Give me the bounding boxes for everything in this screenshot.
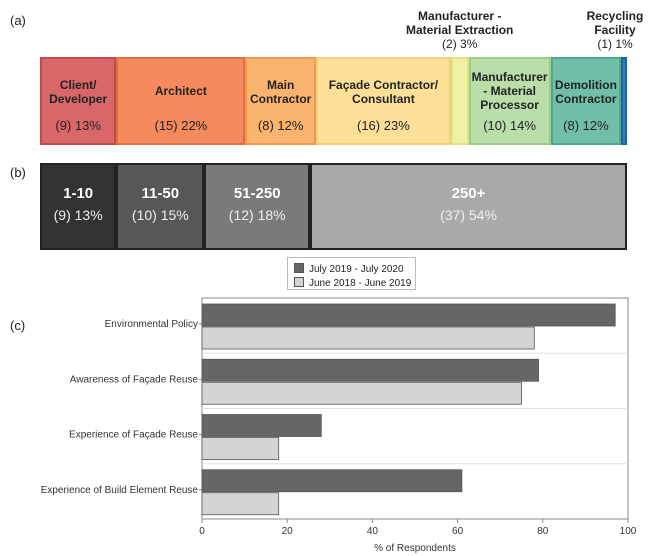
- panel-a-segment-name: Architect: [154, 84, 207, 98]
- legend-swatch-series-2: [294, 277, 304, 287]
- legend-item-series-2: June 2018 - June 2019: [294, 277, 411, 289]
- panel-a-segment-demolition-contractor: Demolition Contractor (8) 12%: [550, 57, 622, 145]
- panel-b-segment-value: (12) 18%: [228, 207, 286, 223]
- legend-swatch-series-1: [294, 263, 304, 273]
- bar-experience-of-fa-ade-reuse-series-1: [201, 414, 322, 437]
- chart-legend: July 2019 - July 2020 June 2018 - June 2…: [287, 257, 416, 290]
- legend-item-series-1: July 2019 - July 2020: [294, 263, 404, 275]
- panel-a-segment-value: (10) 14%: [483, 118, 536, 133]
- x-tick-label: 60: [452, 526, 464, 537]
- panel-a-segment-fa-ade-contractor-consultant: Façade Contractor/Consultant (16) 23%: [315, 57, 451, 145]
- panel-a-segment-name: Demolition Contractor: [554, 78, 617, 106]
- above-label-value: (1) 1%: [597, 37, 633, 51]
- panel-a-segment-manufacturer-material-processor: Manufacturer - Material Processor (10) 14%: [468, 57, 551, 145]
- panel-b-segment-1-10: 1-10 (9) 13%: [40, 163, 117, 250]
- x-tick-label: 0: [199, 526, 205, 537]
- above-label-name: Manufacturer - Material Extraction: [406, 9, 514, 37]
- panel-a-segment-value: (9) 13%: [55, 118, 101, 133]
- x-tick-label: 100: [620, 526, 637, 537]
- panel-b-segment-250: 250+ (37) 54%: [310, 163, 627, 250]
- panel-b-segment-name: 11-50: [141, 185, 180, 202]
- bar-environmental-policy-series-1: [201, 303, 616, 327]
- category-label: Environmental Policy: [105, 319, 198, 330]
- panel-b-segment-name: 250+: [451, 185, 486, 202]
- legend-label-series-2: June 2018 - June 2019: [309, 278, 412, 289]
- panel-a-segment-value: (8) 12%: [563, 118, 609, 133]
- panel-a-segment-manufacturer-material-extraction: [450, 57, 469, 145]
- above-label-name: Recycling Facility: [586, 9, 644, 37]
- category-label: Experience of Façade Reuse: [69, 430, 198, 441]
- bar-awareness-of-fa-ade-reuse-series-1: [201, 358, 539, 382]
- panel-b-segment-name: 1-10: [63, 185, 94, 202]
- bar-experience-of-build-element-reuse-series-2: [201, 492, 280, 516]
- category-label: Awareness of Façade Reuse: [70, 374, 199, 385]
- panel-a-segment-name: Façade Contractor/Consultant: [328, 78, 439, 106]
- panel-a-segment-architect: Architect (15) 22%: [116, 57, 246, 145]
- panel-a-segment-recycling-facility: [621, 57, 627, 145]
- panel-a-label: (a): [10, 13, 26, 28]
- panel-a-segment-name: Main Contractor: [249, 78, 312, 106]
- panel-a-above-label-recycling-facility: Recycling Facility (1) 1%: [580, 9, 650, 51]
- legend-label-series-1: July 2019 - July 2020: [309, 264, 404, 275]
- bar-awareness-of-fa-ade-reuse-series-2: [201, 381, 522, 405]
- x-tick-label: 20: [282, 526, 294, 537]
- panel-b-segment-name: 51-250: [233, 185, 281, 202]
- bar-environmental-policy-series-2: [201, 326, 535, 350]
- category-label: Experience of Build Element Reuse: [41, 485, 199, 496]
- panel-a-segment-value: (8) 12%: [257, 118, 304, 133]
- bar-experience-of-build-element-reuse-series-1: [201, 469, 463, 493]
- panel-a-segment-name: Client/Developer: [49, 78, 108, 106]
- x-tick-label: 80: [537, 526, 549, 537]
- panel-a-segment-value: (16) 23%: [357, 118, 410, 133]
- panel-a-above-label-manufacturer-material-extraction: Manufacturer - Material Extraction (2) 3%: [390, 9, 530, 51]
- panel-b-segment-51-250: 51-250 (12) 18%: [204, 163, 311, 250]
- above-label-value: (2) 3%: [442, 37, 478, 51]
- panel-c-label: (c): [10, 318, 26, 333]
- panel-b-segment-value: (37) 54%: [440, 207, 497, 223]
- panel-a-segment-value: (15) 22%: [154, 118, 208, 133]
- x-axis-label: % of Respondents: [374, 543, 456, 554]
- x-tick-label: 40: [367, 526, 379, 537]
- plot-area: [201, 297, 629, 520]
- panel-a-segment-client-developer: Client/Developer (9) 13%: [40, 57, 117, 145]
- panel-a-segment-main-contractor: Main Contractor (8) 12%: [245, 57, 316, 145]
- panel-b-label: (b): [10, 165, 26, 180]
- panel-b-segment-value: (9) 13%: [53, 207, 103, 223]
- panel-a-segment-name: Manufacturer - Material Processor: [471, 70, 548, 112]
- panel-b-segment-11-50: 11-50 (10) 15%: [116, 163, 205, 250]
- panel-b-segment-value: (10) 15%: [131, 207, 189, 223]
- bar-experience-of-fa-ade-reuse-series-2: [201, 437, 280, 460]
